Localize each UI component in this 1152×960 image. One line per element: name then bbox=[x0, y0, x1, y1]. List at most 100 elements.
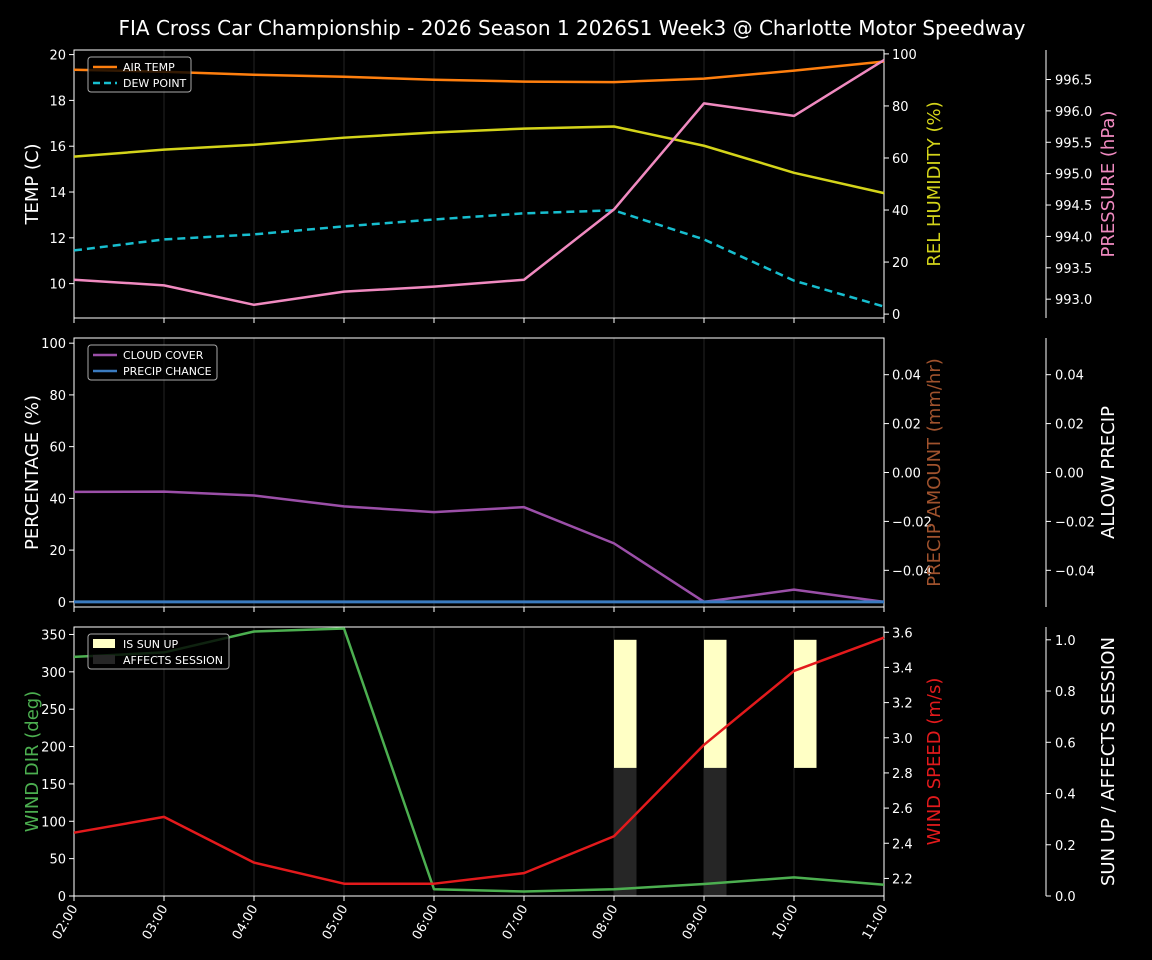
y3-tick-label: 0.0 bbox=[1055, 890, 1076, 905]
y2-tick-label: 3.4 bbox=[892, 661, 913, 676]
legend-label: CLOUD COVER bbox=[123, 349, 204, 362]
y3-tick-label: 993.0 bbox=[1055, 293, 1092, 308]
x-tick-label: 03:00 bbox=[140, 903, 172, 943]
y2-tick-label: 60 bbox=[892, 152, 909, 167]
y2-tick-label: 3.0 bbox=[892, 732, 913, 747]
y-tick-label: 100 bbox=[41, 815, 66, 830]
cloud-cover-line bbox=[73, 490, 885, 604]
y-tick-label: 50 bbox=[49, 853, 66, 868]
sun-up-bar bbox=[614, 639, 637, 768]
y3-tick-label: 993.5 bbox=[1055, 262, 1092, 277]
y2-tick-label: 2.6 bbox=[892, 802, 913, 817]
y2-axis-label: WIND SPEED (m/s) bbox=[924, 678, 945, 846]
y-axis-label: WIND DIR (deg) bbox=[22, 691, 43, 833]
y-tick-label: 300 bbox=[41, 666, 66, 681]
y3-tick-label: 996.5 bbox=[1055, 73, 1092, 88]
affects-session-bar bbox=[704, 767, 727, 896]
y-tick-label: 0 bbox=[58, 890, 66, 905]
y3-axis-label: ALLOW PRECIP bbox=[1098, 406, 1119, 539]
y-axis-label: PERCENTAGE (%) bbox=[22, 395, 43, 550]
y2-tick-label: 0.02 bbox=[892, 418, 921, 433]
y3-tick-label: 0.02 bbox=[1055, 418, 1084, 433]
y3-tick-label: 996.0 bbox=[1055, 105, 1092, 120]
y3-tick-label: 0.4 bbox=[1055, 788, 1076, 803]
y3-tick-label: 994.5 bbox=[1055, 199, 1092, 214]
y2-tick-label: 20 bbox=[892, 256, 909, 271]
plot-frame bbox=[73, 626, 885, 897]
legend-box bbox=[87, 344, 218, 381]
y-tick-label: 350 bbox=[41, 628, 66, 643]
y2-tick-label: 80 bbox=[892, 100, 909, 115]
dew-point-line bbox=[73, 209, 885, 308]
y3-tick-label: 0.2 bbox=[1055, 839, 1076, 854]
plot-frame bbox=[73, 49, 885, 319]
legend-label: IS SUN UP bbox=[123, 638, 179, 651]
y3-axis-label: SUN UP / AFFECTS SESSION bbox=[1098, 637, 1119, 886]
y3-tick-label: 995.5 bbox=[1055, 136, 1092, 151]
y2-tick-label: 0.04 bbox=[892, 369, 921, 384]
x-tick-label: 05:00 bbox=[320, 903, 352, 943]
y3-tick-label: 0.04 bbox=[1055, 369, 1084, 384]
y-tick-label: 14 bbox=[49, 186, 66, 201]
legend-label: DEW POINT bbox=[123, 77, 187, 90]
y-tick-label: 100 bbox=[41, 337, 66, 352]
wind-speed-line bbox=[73, 636, 885, 885]
legend: AIR TEMP DEW POINT bbox=[87, 56, 192, 93]
y3-tick-label: 0.00 bbox=[1055, 467, 1084, 482]
y-tick-label: 10 bbox=[49, 278, 66, 293]
y-tick-label: 200 bbox=[41, 741, 66, 756]
cloud-precip-panel: 0 20 40 60 80 100 0.04 0.02 0.00 −0.02 −0.04 0.04 0.… bbox=[22, 337, 1119, 612]
y-tick-label: 20 bbox=[49, 49, 66, 64]
x-tick-label: 06:00 bbox=[410, 903, 442, 943]
y2-tick-label: 3.6 bbox=[892, 626, 913, 641]
y2-tick-label: −0.02 bbox=[892, 515, 932, 530]
y2-axis-label: REL HUMIDITY (%) bbox=[924, 101, 945, 266]
x-tick-label: 11:00 bbox=[860, 903, 892, 943]
legend-box bbox=[87, 633, 230, 670]
y2-tick-label: 40 bbox=[892, 204, 909, 219]
legend-label: PRECIP CHANCE bbox=[123, 365, 212, 378]
y-tick-label: 16 bbox=[49, 140, 66, 155]
y-tick-label: 12 bbox=[49, 232, 66, 247]
x-tick-label: 07:00 bbox=[500, 903, 532, 943]
y3-tick-label: 994.0 bbox=[1055, 230, 1092, 245]
y3-tick-label: 0.8 bbox=[1055, 685, 1076, 700]
legend-swatch bbox=[93, 655, 115, 664]
y3-axis-label: PRESSURE (hPa) bbox=[1098, 111, 1119, 258]
y2-tick-label: 0.00 bbox=[892, 467, 921, 482]
legend: IS SUN UP AFFECTS SESSION bbox=[87, 633, 230, 670]
y3-tick-label: −0.02 bbox=[1055, 515, 1095, 530]
y2-tick-label: 0 bbox=[892, 308, 900, 323]
y2-tick-label: 2.4 bbox=[892, 837, 913, 852]
x-tick-label: 04:00 bbox=[230, 903, 262, 943]
y2-tick-label: 3.2 bbox=[892, 697, 913, 712]
air-temp-line bbox=[73, 60, 885, 84]
legend-swatch bbox=[93, 639, 115, 648]
y-tick-label: 80 bbox=[49, 389, 66, 404]
y-tick-label: 150 bbox=[41, 778, 66, 793]
y-tick-label: 250 bbox=[41, 703, 66, 718]
y2-tick-label: 2.2 bbox=[892, 872, 913, 887]
affects-session-bar bbox=[614, 767, 637, 896]
y-tick-label: 18 bbox=[49, 94, 66, 109]
temperature-humidity-pressure-panel: 10 12 14 16 18 20 0 20 40 60 80 100 993.0 993.5 994.0 9… bbox=[22, 48, 1119, 323]
y-tick-label: 40 bbox=[49, 492, 66, 507]
y2-axis-label: PRECIP AMOUNT (mm/hr) bbox=[924, 358, 945, 587]
y-tick-label: 60 bbox=[49, 441, 66, 456]
y-axis-label: TEMP (C) bbox=[22, 143, 43, 225]
legend: CLOUD COVER PRECIP CHANCE bbox=[87, 344, 218, 381]
rel-humidity-line bbox=[73, 125, 885, 195]
chart-title: FIA Cross Car Championship - 2026 Season… bbox=[119, 16, 1026, 40]
wind-sun-panel: 02:00 03:00 04:00 05:00 06:00 07:00 08:00 09:00… bbox=[22, 626, 1119, 942]
x-tick-label: 08:00 bbox=[590, 903, 622, 943]
y-tick-label: 0 bbox=[58, 596, 66, 611]
y2-tick-label: −0.04 bbox=[892, 564, 932, 579]
sun-up-bar bbox=[704, 639, 727, 768]
y3-tick-label: 1.0 bbox=[1055, 634, 1076, 649]
legend-label: AFFECTS SESSION bbox=[123, 654, 223, 667]
y2-tick-label: 2.8 bbox=[892, 767, 913, 782]
x-tick-label: 02:00 bbox=[50, 903, 82, 943]
sun-up-bar bbox=[794, 639, 817, 768]
y3-tick-label: 995.0 bbox=[1055, 168, 1092, 183]
